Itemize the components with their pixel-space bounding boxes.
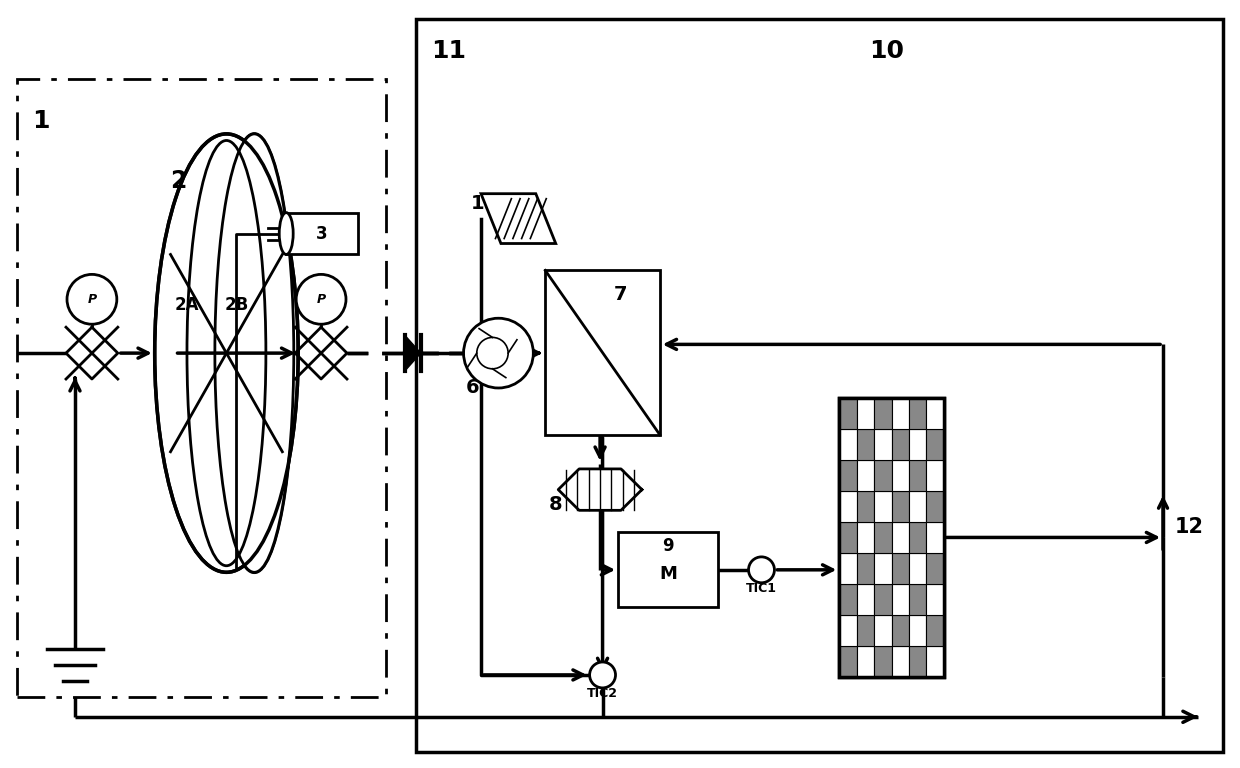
Bar (839, 398, 944, 677)
Bar (618, 532, 718, 607)
Text: 6: 6 (465, 378, 479, 397)
Ellipse shape (215, 134, 294, 572)
Text: 1: 1 (32, 109, 50, 133)
Circle shape (296, 274, 346, 324)
Bar (415, 19, 1223, 752)
Bar (926, 522, 944, 553)
Circle shape (749, 557, 775, 583)
Polygon shape (481, 194, 556, 243)
Bar (546, 270, 660, 435)
Bar (892, 615, 909, 646)
Text: 9: 9 (662, 537, 673, 555)
Text: TIC1: TIC1 (746, 581, 777, 594)
Text: 2A: 2A (175, 296, 198, 314)
Text: P: P (87, 293, 97, 306)
Text: 11: 11 (430, 39, 466, 63)
Bar (857, 398, 874, 429)
Text: 3: 3 (316, 224, 327, 243)
Ellipse shape (155, 134, 298, 572)
Bar (909, 615, 926, 646)
Bar (892, 522, 909, 553)
Bar (874, 646, 892, 677)
Bar (909, 460, 926, 491)
Bar (909, 522, 926, 553)
Bar (874, 522, 892, 553)
Circle shape (589, 662, 615, 688)
Bar (839, 398, 857, 429)
Text: TIC2: TIC2 (587, 687, 618, 700)
Bar (892, 553, 909, 584)
Text: 10: 10 (869, 39, 904, 63)
Bar (874, 429, 892, 460)
Bar (874, 553, 892, 584)
Bar (892, 584, 909, 615)
Ellipse shape (215, 134, 294, 572)
Bar (892, 646, 909, 677)
Bar (857, 491, 874, 522)
Bar (926, 646, 944, 677)
Bar (857, 522, 874, 553)
Bar (874, 615, 892, 646)
Circle shape (464, 318, 533, 388)
Polygon shape (404, 335, 420, 371)
Bar (926, 460, 944, 491)
Bar (926, 615, 944, 646)
Text: P: P (316, 293, 326, 306)
Bar (892, 398, 909, 429)
Bar (839, 522, 857, 553)
Bar (857, 460, 874, 491)
Bar (926, 553, 944, 584)
Bar (909, 553, 926, 584)
Bar (874, 584, 892, 615)
Bar (839, 615, 857, 646)
Bar (909, 646, 926, 677)
Bar (839, 429, 857, 460)
Polygon shape (558, 469, 642, 510)
Bar (857, 429, 874, 460)
Bar (839, 553, 857, 584)
Bar (892, 460, 909, 491)
Text: 7: 7 (614, 285, 627, 304)
Bar (857, 615, 874, 646)
Bar (839, 460, 857, 491)
Text: 2B: 2B (224, 296, 248, 314)
Bar (857, 553, 874, 584)
Bar (874, 491, 892, 522)
Bar (17, 79, 386, 697)
Text: 11: 11 (470, 194, 497, 213)
Text: 2: 2 (170, 169, 186, 193)
Bar (926, 491, 944, 522)
Bar (926, 429, 944, 460)
Bar (874, 398, 892, 429)
Bar (909, 398, 926, 429)
Bar (909, 429, 926, 460)
Bar (857, 584, 874, 615)
Text: 8: 8 (548, 495, 562, 514)
Bar (839, 584, 857, 615)
Bar (926, 398, 944, 429)
Bar (286, 213, 358, 254)
Bar (892, 429, 909, 460)
Bar (839, 491, 857, 522)
Text: M: M (658, 564, 677, 583)
Bar (926, 584, 944, 615)
Bar (839, 646, 857, 677)
Ellipse shape (279, 213, 293, 254)
Bar (909, 491, 926, 522)
Bar (857, 646, 874, 677)
Circle shape (67, 274, 117, 324)
Text: 12: 12 (1176, 518, 1204, 538)
Bar (874, 460, 892, 491)
Bar (909, 584, 926, 615)
Bar (839, 398, 944, 677)
Bar (892, 491, 909, 522)
